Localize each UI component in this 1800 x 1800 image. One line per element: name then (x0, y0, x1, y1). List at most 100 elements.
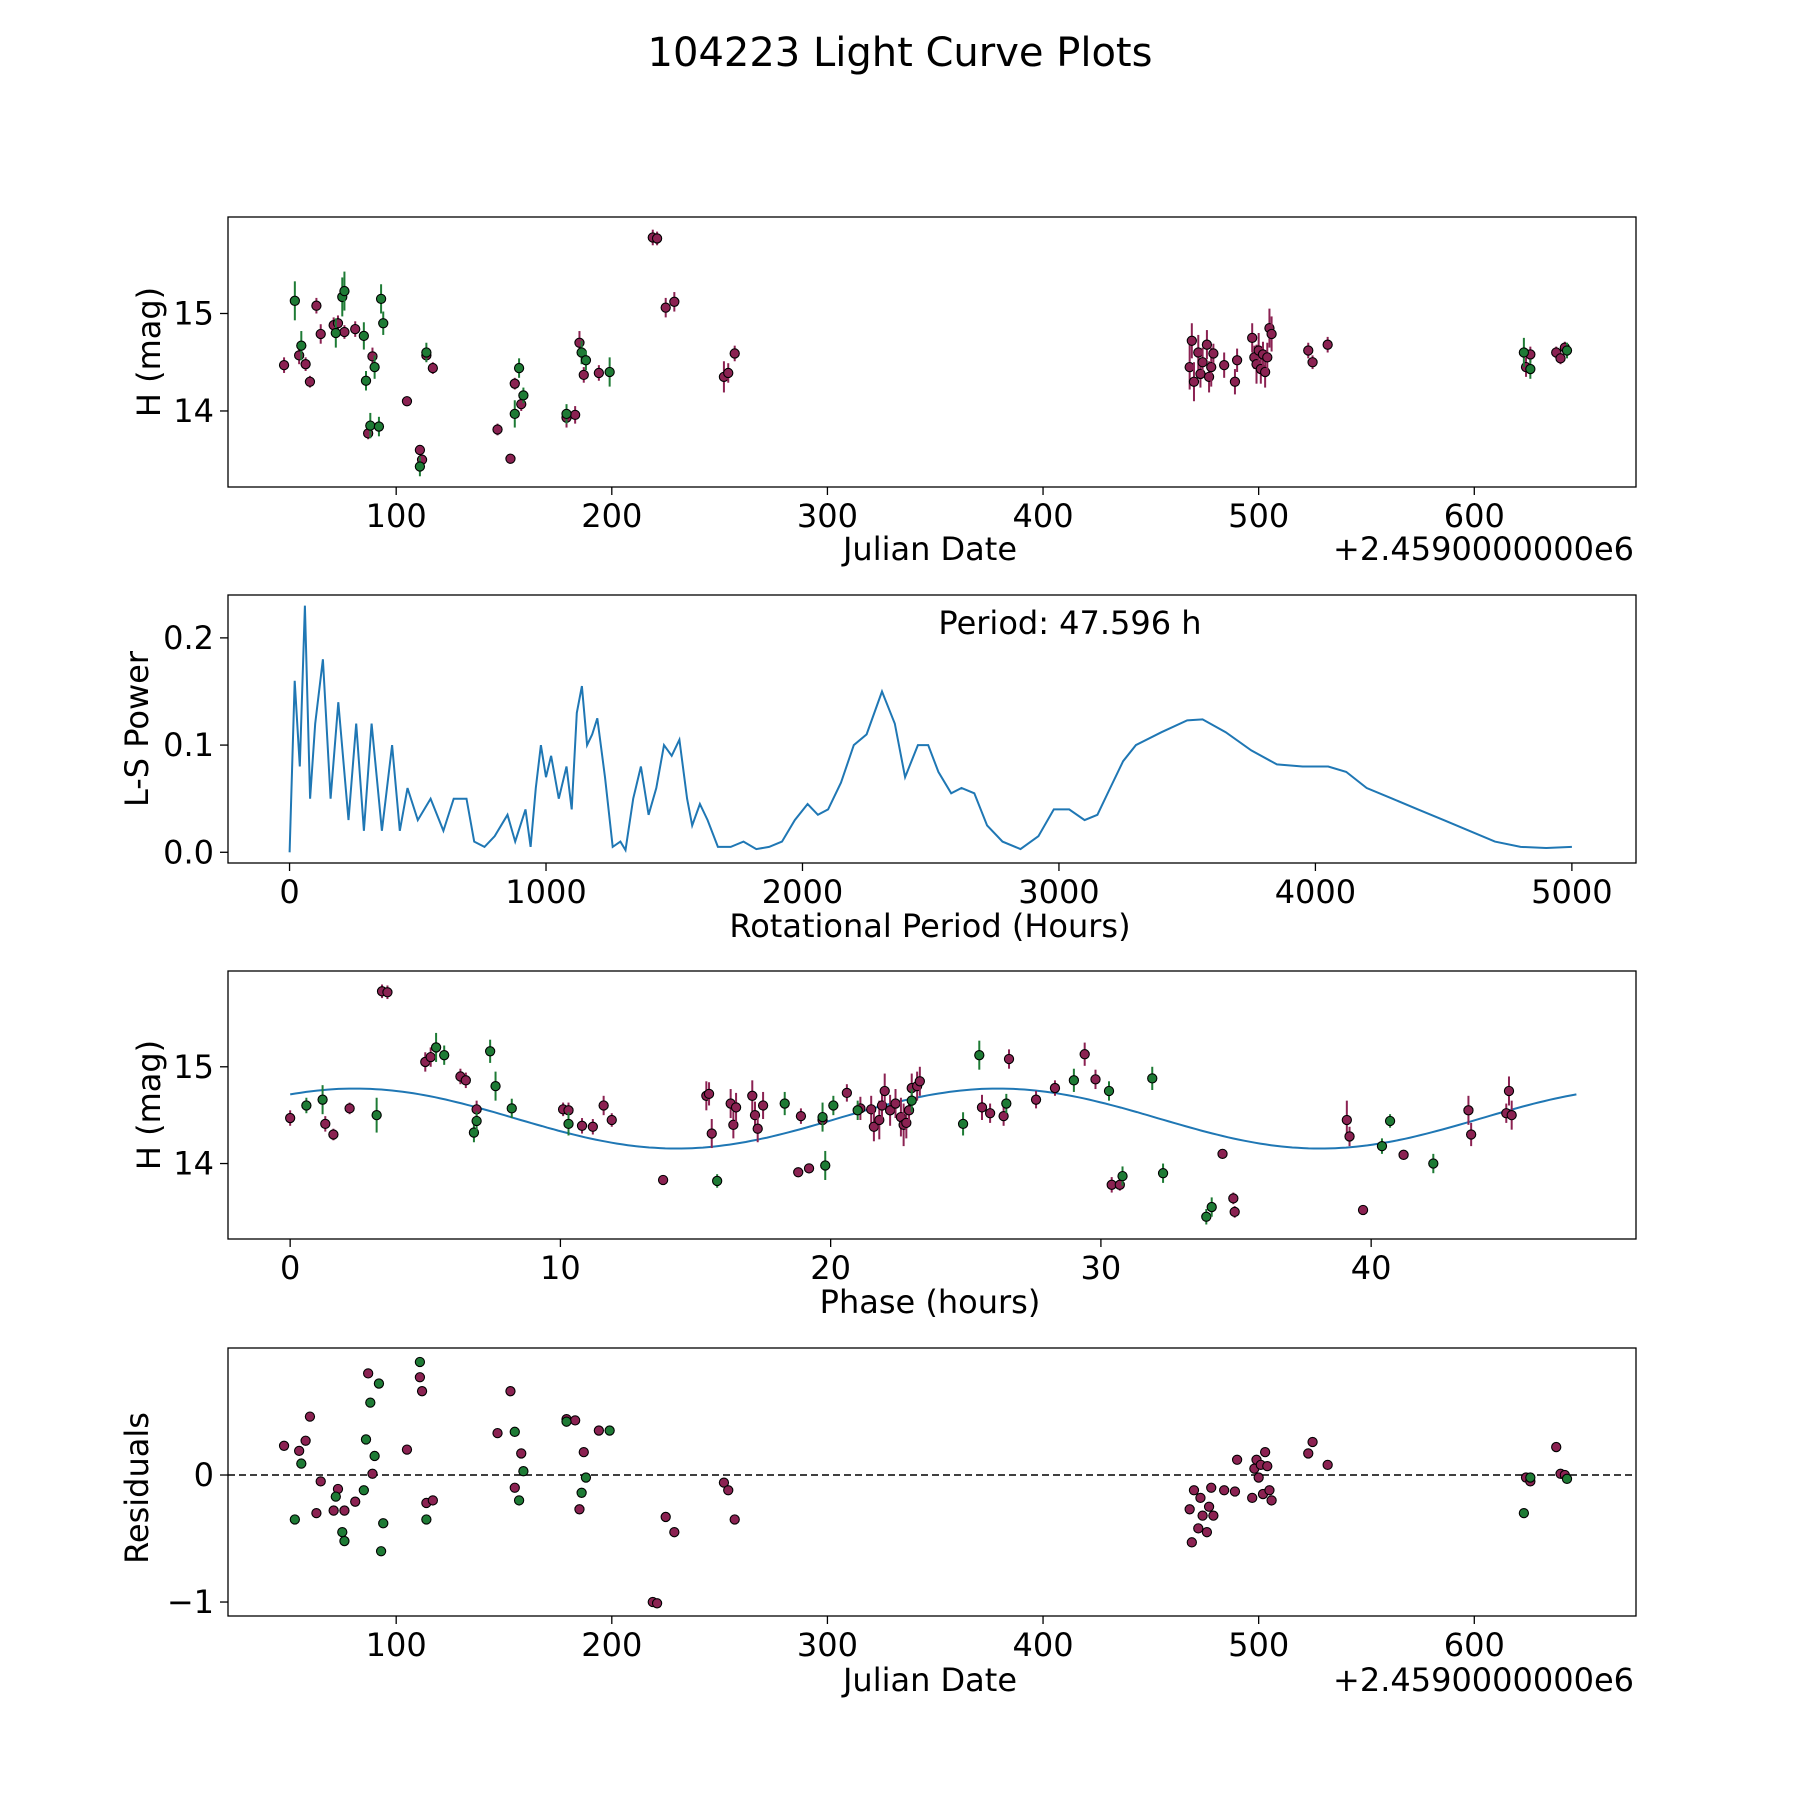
phased-point-r (1049, 1082, 1061, 1094)
residuals-point-r (1264, 1485, 1275, 1496)
lightcurve-xtick-label: 600 (1444, 497, 1505, 535)
phased-ylabel: H (mag) (130, 1040, 168, 1170)
lightcurve-point-r (660, 302, 671, 313)
lightcurve-xlabel: Julian Date (841, 530, 1017, 568)
lightcurve-point-g (1525, 363, 1536, 375)
phased-point-r (1341, 1114, 1352, 1126)
lightcurve-xtick-label: 400 (1013, 497, 1074, 535)
phased-point-r (1003, 1053, 1015, 1065)
phased-point-r (576, 1120, 588, 1131)
lightcurve-point-r (304, 376, 316, 387)
residuals-point-g (561, 1416, 572, 1427)
lightcurve-xtick-label: 100 (366, 497, 427, 535)
residuals-xlabel: Julian Date (841, 1661, 1017, 1699)
lightcurve-point-g (518, 390, 529, 401)
lightcurve-ylabel: H (mag) (130, 287, 168, 417)
lightcurve-point-r (593, 367, 605, 379)
residuals-point-g (330, 1491, 341, 1502)
lightcurve-point-r (1203, 371, 1215, 383)
periodogram-ylabel: L-S Power (118, 650, 156, 807)
residuals-panel: 100 200 300 400 500 600 −1 0 Julian Date +2.459… (118, 1347, 1637, 1699)
lightcurve-point-r (1219, 360, 1230, 371)
lightcurve-point-r (1231, 355, 1243, 366)
residuals-point-r (1203, 1501, 1215, 1512)
residuals-point-r (718, 1477, 730, 1488)
residuals-point-g (360, 1434, 372, 1445)
residuals-point-g (365, 1397, 376, 1408)
phased-point-r (382, 987, 393, 998)
residuals-ytick-label: 0 (194, 1456, 214, 1494)
residuals-point-g (576, 1487, 587, 1498)
phased-point-g (1428, 1158, 1439, 1169)
lightcurve-point-r (294, 350, 305, 361)
phased-point-r (285, 1112, 296, 1124)
lightcurve-xtick-label: 500 (1228, 497, 1289, 535)
residuals-point-r (1184, 1504, 1195, 1515)
lightcurve-point-r (651, 233, 663, 244)
residuals-point-r (1208, 1510, 1219, 1521)
residuals-point-r (1266, 1495, 1277, 1506)
phased-point-r (728, 1119, 739, 1130)
residuals-marks (228, 1356, 1636, 1609)
phased-point-r (587, 1121, 598, 1132)
phased-point-r (795, 1110, 807, 1122)
lightcurve-point-r (1188, 376, 1200, 387)
lightcurve-point-g (378, 318, 389, 329)
residuals-point-g (421, 1514, 432, 1525)
phased-point-g (779, 1098, 790, 1109)
phased-point-g (490, 1080, 501, 1092)
residuals-point-r (593, 1425, 605, 1436)
residuals-axes-frame (227, 1347, 1637, 1617)
lightcurve-point-r (1262, 352, 1273, 363)
phased-ytick-label: 14 (173, 1145, 214, 1183)
periodogram-series-line (288, 605, 1572, 854)
phased-point-g (1117, 1170, 1128, 1182)
phased-point-r (706, 1128, 717, 1139)
phased-point-r (752, 1123, 763, 1134)
phased-axes-frame (227, 970, 1637, 1240)
lightcurve-point-g (339, 285, 350, 297)
periodogram-xtick-label: 1000 (505, 873, 586, 911)
residuals-point-g (378, 1518, 389, 1529)
residuals-point-g (358, 1485, 369, 1496)
lightcurve-point-r (1266, 328, 1277, 340)
phased-point-r (320, 1118, 331, 1130)
residuals-xtick-label: 300 (797, 1626, 858, 1664)
residuals-point-r (416, 1386, 428, 1397)
residuals-point-r (328, 1505, 339, 1516)
residuals-point-r (1188, 1485, 1200, 1496)
phased-point-g (471, 1115, 482, 1127)
phased-point-r (914, 1076, 925, 1087)
lightcurve-point-r (278, 360, 290, 371)
periodogram-marks (288, 605, 1572, 854)
phased-point-r (747, 1090, 758, 1101)
residuals-offset-text: +2.4590000000e6 (1333, 1661, 1634, 1699)
lightcurve-point-r (723, 367, 734, 379)
lightcurve-point-r (315, 328, 326, 340)
phased-point-r (1463, 1105, 1474, 1116)
residuals-point-r (311, 1507, 322, 1519)
phased-point-r (793, 1167, 804, 1178)
lightcurve-point-r (311, 300, 322, 311)
phased-point-g (1147, 1073, 1158, 1084)
residuals-point-r (509, 1482, 520, 1493)
phased-point-r (984, 1108, 996, 1119)
lightcurve-point-r (350, 323, 361, 335)
residuals-point-r (1195, 1492, 1206, 1504)
lightcurve-point-g (330, 327, 341, 339)
residuals-point-r (1253, 1472, 1264, 1483)
phased-point-r (1357, 1204, 1369, 1216)
lightcurve-point-r (1229, 376, 1241, 387)
residuals-point-g (604, 1425, 615, 1436)
phased-point-g (371, 1110, 382, 1121)
lightcurve-point-g (604, 366, 615, 378)
lightcurve-point-g (1561, 345, 1573, 356)
residuals-xtick-label: 400 (1013, 1626, 1074, 1664)
phased-point-r (998, 1110, 1009, 1122)
lightcurve-point-r (578, 369, 589, 381)
lightcurve-panel: 100 200 300 400 500 600 14 15 Julian Date +2.45… (130, 216, 1637, 568)
periodogram-ytick-label: 0.2 (163, 619, 214, 657)
lightcurve-point-g (373, 421, 385, 432)
phased-point-r (344, 1103, 355, 1114)
lightcurve-point-r (509, 378, 520, 389)
